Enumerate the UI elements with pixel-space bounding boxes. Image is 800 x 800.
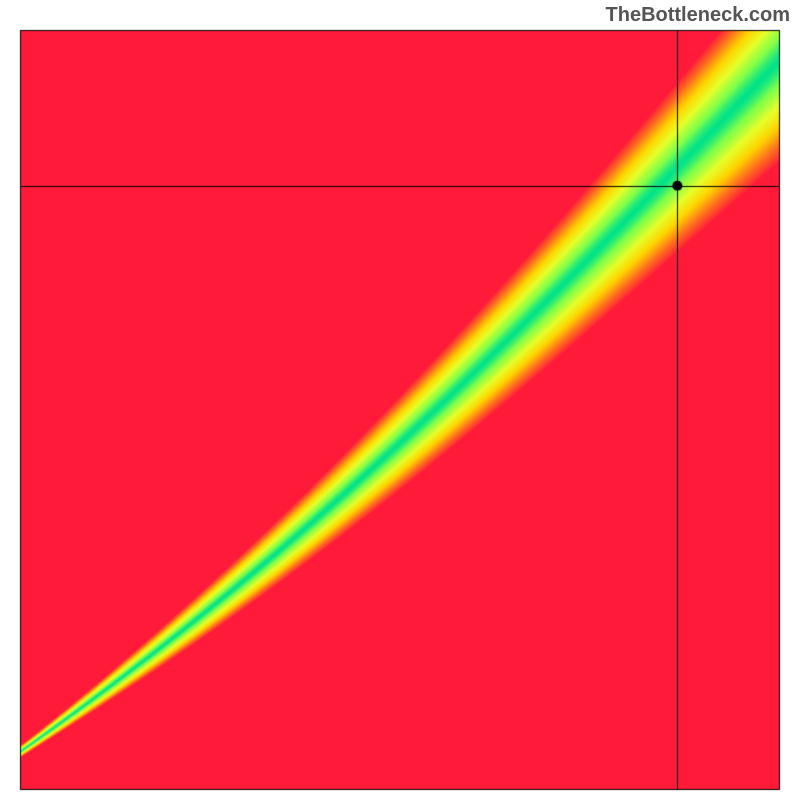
watermark-text: TheBottleneck.com [606,4,790,27]
bottleneck-heatmap [0,0,800,800]
chart-container: TheBottleneck.com [0,0,800,800]
